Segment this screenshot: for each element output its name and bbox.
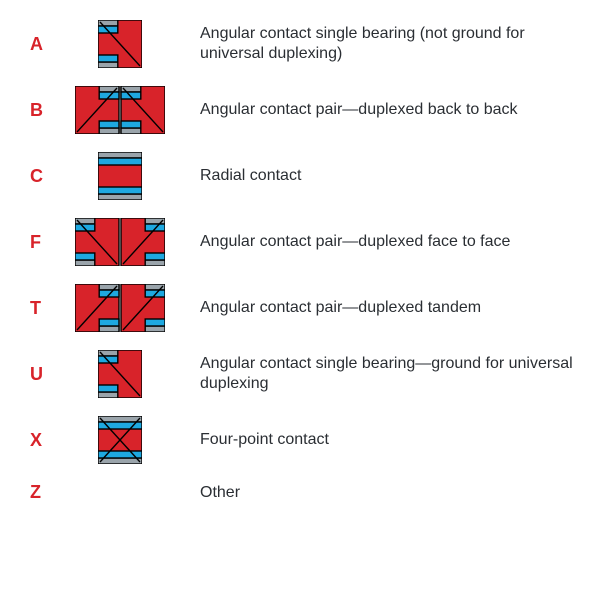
type-description: Angular contact single bearing (not grou… xyxy=(180,24,580,64)
bearing-type-row: X Four-point contact xyxy=(30,416,580,464)
bearing-type-row: U Angular contact single bearing—ground f… xyxy=(30,350,580,398)
type-code: A xyxy=(30,34,60,55)
bearing-icon xyxy=(60,284,180,332)
type-code: U xyxy=(30,364,60,385)
type-description: Angular contact pair—duplexed back to ba… xyxy=(180,100,580,120)
bearing-type-row: C Radial contact xyxy=(30,152,580,200)
type-description: Angular contact pair—duplexed tandem xyxy=(180,298,580,318)
type-code: Z xyxy=(30,482,60,503)
type-description: Other xyxy=(180,483,580,503)
bearing-icon xyxy=(60,350,180,398)
type-description: Four-point contact xyxy=(180,430,580,450)
bearing-icon xyxy=(60,218,180,266)
bearing-icon xyxy=(60,20,180,68)
bearing-icon xyxy=(60,86,180,134)
type-code: C xyxy=(30,166,60,187)
type-description: Radial contact xyxy=(180,166,580,186)
bearing-type-row: A Angular contact single bearing (not gro… xyxy=(30,20,580,68)
type-code: F xyxy=(30,232,60,253)
type-code: B xyxy=(30,100,60,121)
type-description: Angular contact single bearing—ground fo… xyxy=(180,354,580,394)
type-code: T xyxy=(30,298,60,319)
bearing-type-row: F Angular contact pair—duplexed face to f… xyxy=(30,218,580,266)
bearing-icon xyxy=(60,416,180,464)
bearing-type-list: A Angular contact single bearing (not gro… xyxy=(30,20,580,503)
bearing-icon xyxy=(60,152,180,200)
bearing-type-row: T Angular contact pair—duplexed tandem xyxy=(30,284,580,332)
type-description: Angular contact pair—duplexed face to fa… xyxy=(180,232,580,252)
bearing-type-row: B Angular contact pair—duplexed back to b… xyxy=(30,86,580,134)
bearing-type-row: Z Other xyxy=(30,482,580,503)
type-code: X xyxy=(30,430,60,451)
